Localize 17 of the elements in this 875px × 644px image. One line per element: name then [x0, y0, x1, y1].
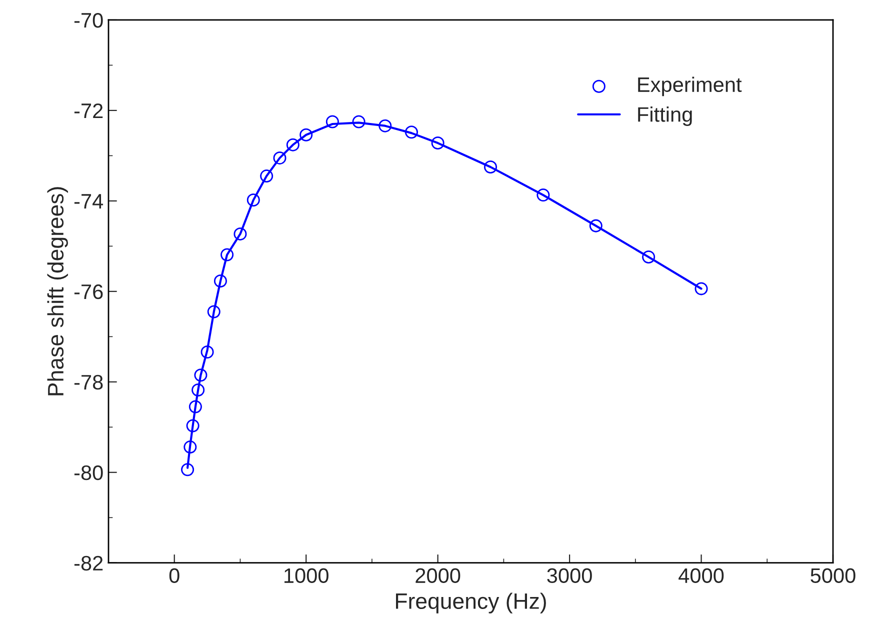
- x-tick-label: 0: [169, 568, 180, 584]
- y-tick-label: -72: [74, 103, 103, 118]
- x-axis-title: Frequency (Hz): [396, 592, 546, 614]
- x-tick-label: 3000: [547, 568, 592, 584]
- y-tick-label: -78: [74, 374, 103, 390]
- y-tick-label: -82: [74, 556, 103, 571]
- x-tick-label: 5000: [810, 568, 856, 584]
- x-tick-label: 4000: [678, 568, 724, 584]
- legend-label: Fitting: [638, 106, 692, 126]
- y-tick-label: -70: [74, 12, 103, 28]
- x-tick-label: 2000: [416, 568, 460, 584]
- x-tick-label: 1000: [284, 568, 328, 584]
- legend-label: Experiment: [638, 76, 742, 96]
- y-tick-label: -76: [74, 284, 103, 300]
- y-axis-title: Phase shift (degrees): [47, 187, 68, 396]
- y-tick-label: -80: [74, 465, 103, 480]
- y-tick-label: -74: [74, 194, 104, 208]
